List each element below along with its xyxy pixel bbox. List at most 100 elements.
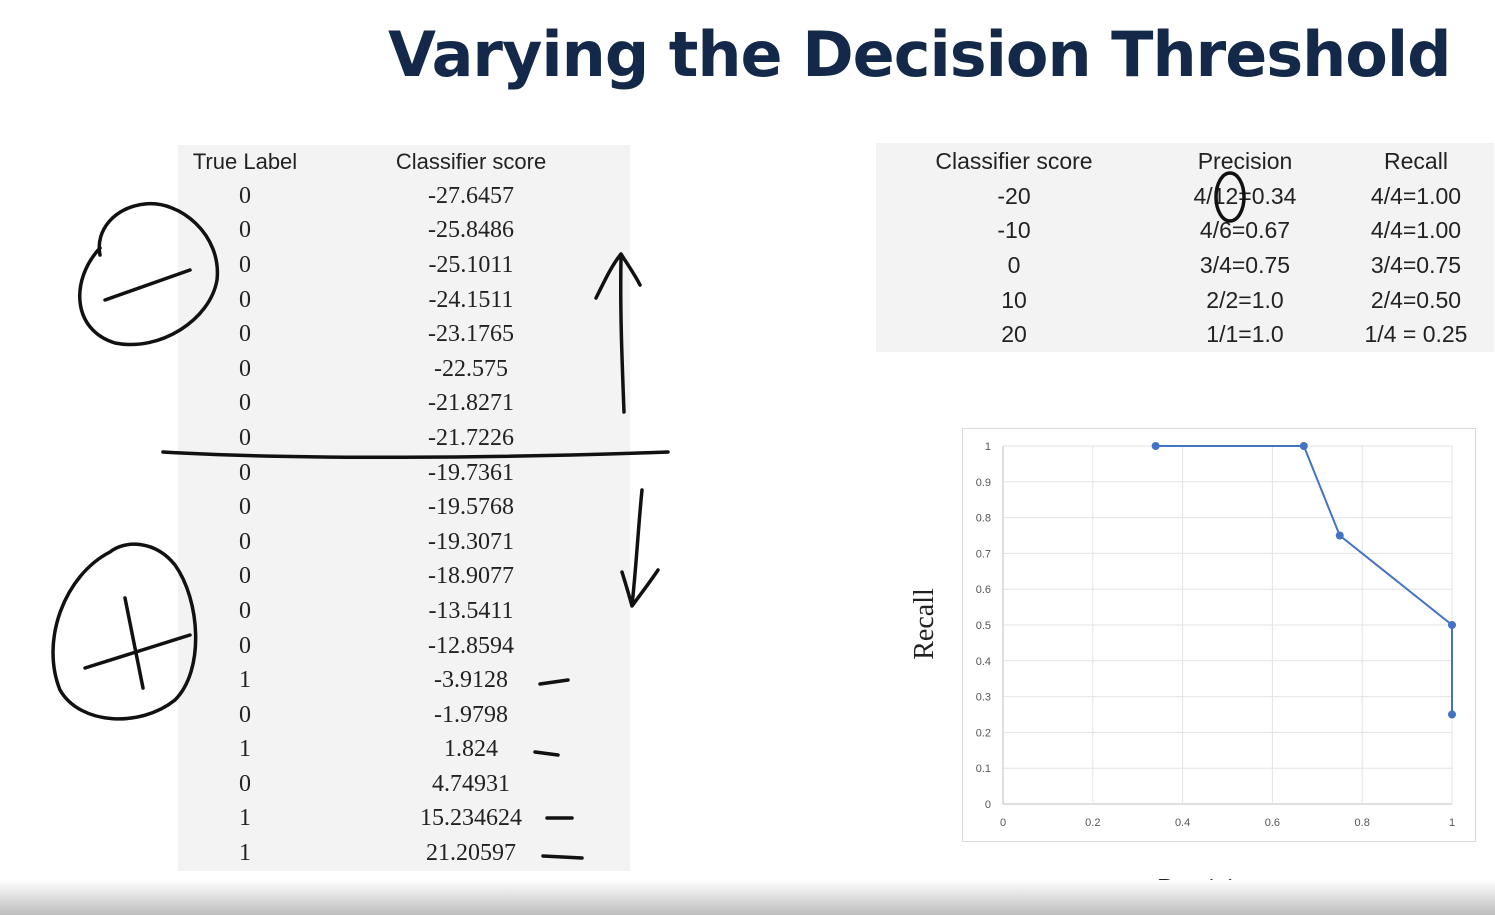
table-row: 1 21.20597 [178,836,630,871]
data-point [1335,531,1344,540]
pr-table-header: Classifier score Precision Recall [876,143,1494,179]
true-label-cell: 0 [239,286,251,313]
table-row: 0 -13.5411 [178,594,630,629]
threshold-cell: -20 [997,182,1031,209]
precision-cell: 1/1=1.0 [1206,321,1284,348]
true-label-cell: 0 [239,321,251,348]
precision-cell: 2/2=1.0 [1206,286,1284,313]
header-recall: Recall [1384,147,1448,174]
classifier-score-cell: -23.1765 [428,321,514,348]
table-row: 0 -1.9798 [178,698,630,733]
table-row: 0 -19.3071 [178,525,630,560]
x-tick-label: 0 [1000,817,1006,829]
classifier-score-cell: -25.8486 [428,217,514,244]
table-row: 0 -12.8594 [178,629,630,664]
classifier-score-cell: -18.9077 [428,563,514,590]
threshold-cell: -10 [997,217,1031,244]
table-row: 20 1/1=1.0 1/4 = 0.25 [876,317,1494,352]
classifier-score-cell: -19.5768 [428,494,514,521]
data-point [1448,621,1456,629]
true-label-cell: 1 [239,667,251,694]
x-tick-label: 0.4 [1175,817,1190,829]
table-row: 0 -27.6457 [178,179,630,214]
true-label-cell: 0 [239,182,251,209]
classifier-score-cell: 4.74931 [432,770,510,797]
true-label-cell: 0 [239,217,251,244]
data-point [1151,442,1160,450]
x-tick-label: 0.2 [1085,817,1100,829]
data-point [1448,710,1456,719]
true-label-cell: 0 [239,701,251,728]
table-row: 0 -25.1011 [178,248,630,283]
x-tick-label: 0.6 [1265,817,1280,829]
true-label-cell: 1 [239,736,251,763]
series-line [1155,445,1453,715]
true-label-cell: 1 [239,840,251,867]
true-label-cell: 0 [239,390,251,417]
table-row: 10 2/2=1.0 2/4=0.50 [876,283,1494,318]
y-tick-label: 0.2 [976,727,991,739]
true-label-cell: 1 [239,805,251,832]
table-row: 0 -25.8486 [178,214,630,249]
table-row: 0 -18.9077 [178,560,630,595]
y-tick-label: 0.8 [976,513,991,525]
score-table-header: True Label Classifier score [178,145,630,179]
true-label-cell: 0 [239,770,251,797]
x-tick-label: 0.8 [1355,817,1370,829]
recall-cell: 4/4=1.00 [1370,182,1462,209]
bottom-fade [0,880,1495,915]
threshold-cell: 10 [1001,286,1027,313]
y-tick-label: 0.9 [976,477,991,489]
threshold-cell: 0 [1007,251,1021,278]
chart-frame [962,428,1476,842]
y-tick-label: 0 [985,799,991,811]
classifier-score-cell: -3.9128 [434,667,508,694]
x-tick-label: 1 [1449,817,1455,829]
classifier-score-cell: 15.234624 [420,805,522,832]
classifier-score-cell: -19.3071 [428,528,514,555]
header-classifier-score: Classifier score [935,147,1093,174]
true-label-cell: 0 [239,251,251,278]
table-row: 0 -19.5768 [178,490,630,525]
y-tick-label: 0.5 [976,620,991,632]
table-row: 0 -21.8271 [178,387,630,422]
true-label-cell: 0 [239,528,251,555]
y-tick-label: 0.7 [976,548,991,560]
classifier-score-cell: -1.9798 [434,701,508,728]
table-row: 0 -21.7226 [178,421,630,456]
true-label-cell: 0 [239,597,251,624]
classifier-score-cell: -21.7226 [428,424,514,451]
table-row: 0 3/4=0.75 3/4=0.75 [876,248,1494,283]
header-true-label: True Label [192,149,298,174]
true-label-cell: 0 [239,459,251,486]
recall-cell: 3/4=0.75 [1370,251,1462,278]
classifier-score-cell: -22.575 [434,355,508,382]
classifier-score-cell: 1.824 [444,736,498,763]
true-label-cell: 0 [239,563,251,590]
data-point [1299,442,1308,450]
score-table: True Label Classifier score 0 -27.6457 0 -2… [178,145,630,871]
recall-cell: 1/4 = 0.25 [1364,321,1468,348]
classifier-score-cell: -25.1011 [428,251,514,278]
table-row: 0 -24.1511 [178,283,630,318]
classifier-score-cell: -12.8594 [428,632,514,659]
slide-title: Varying the Decision Threshold [388,18,1452,91]
recall-cell: 4/4=1.00 [1370,217,1462,244]
y-tick-label: 0.6 [976,584,991,596]
classifier-score-cell: -19.7361 [428,459,514,486]
y-tick-label: 1 [985,441,991,453]
table-row: 1 1.824 [178,733,630,768]
header-precision: Precision [1197,147,1293,174]
classifier-score-cell: -13.5411 [428,597,514,624]
classifier-score-cell: 21.20597 [426,840,516,867]
y-tick-label: 0.4 [976,656,991,668]
recall-cell: 2/4=0.50 [1370,286,1462,313]
table-row: 1 15.234624 [178,802,630,837]
y-tick-label: 0.1 [976,763,991,775]
table-row: 0 -19.7361 [178,456,630,491]
precision-cell: 3/4=0.75 [1199,251,1291,278]
table-row: 0 -22.575 [178,352,630,387]
threshold-cell: 20 [1001,321,1027,348]
classifier-score-cell: -21.8271 [428,390,514,417]
